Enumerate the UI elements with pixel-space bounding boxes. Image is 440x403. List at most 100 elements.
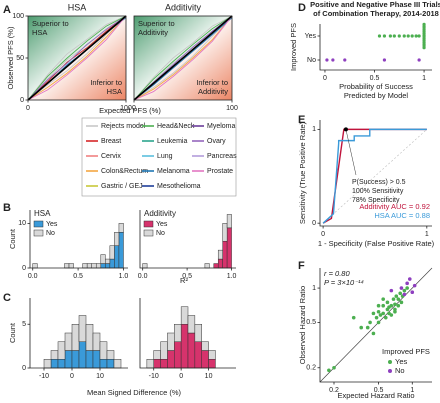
x-tick-label: 1.0 <box>119 273 129 280</box>
legend-label: HSA AUC = 0.88 <box>374 211 430 220</box>
bar <box>180 306 189 325</box>
legend-label: Cervix <box>101 153 121 160</box>
y-axis-label: Sensitivity (True Positive Rate) <box>298 121 307 224</box>
bar <box>187 332 196 369</box>
bar <box>78 315 87 342</box>
x-tick-label: 100 <box>226 105 238 112</box>
legend-swatch <box>143 220 154 228</box>
bar <box>167 332 175 351</box>
panel-letter: E <box>298 114 305 126</box>
point <box>371 331 376 336</box>
bar <box>32 263 38 269</box>
bar <box>146 359 154 369</box>
y-axis-label: Observed PFS (%) <box>6 26 15 89</box>
bar <box>78 341 87 369</box>
legend-label: Head&Neck <box>157 123 195 130</box>
bar <box>160 359 168 369</box>
legend-label: Additivity AUC = 0.92 <box>359 202 430 211</box>
point <box>383 315 388 320</box>
annotation: Inferior to <box>196 78 228 87</box>
bar <box>160 341 168 360</box>
x-tick-label: 0.2 <box>329 387 339 394</box>
annotation: Superior to <box>32 19 69 28</box>
point <box>402 292 407 297</box>
axes <box>139 210 236 269</box>
bar <box>201 341 209 351</box>
x-tick-label: 0 <box>321 231 325 238</box>
legend-label: Colon&Rectum <box>101 168 148 175</box>
bar <box>187 315 196 334</box>
legend-label: No <box>156 230 165 237</box>
pfs-curve <box>27 15 127 101</box>
pfs-curve <box>133 15 233 101</box>
y-tick-label: 10 <box>18 220 26 227</box>
bar <box>105 258 111 264</box>
y-tick-label: 0 <box>312 220 316 227</box>
point <box>376 309 381 314</box>
y-tick-label: No <box>307 57 316 64</box>
point <box>382 58 387 62</box>
bar <box>118 223 124 233</box>
x-tick-label: 0 <box>179 373 183 380</box>
legend-box <box>81 117 237 197</box>
bar <box>64 332 73 351</box>
point <box>388 34 392 38</box>
bar <box>194 341 202 369</box>
bar <box>153 359 161 369</box>
point <box>407 277 412 281</box>
legend-swatch <box>33 229 44 237</box>
legend-label: Ovary <box>207 138 226 145</box>
point <box>406 34 410 38</box>
bar <box>167 350 175 369</box>
annotation: r = 0.80 <box>324 269 350 278</box>
bar <box>64 350 73 369</box>
legend-label: Rejects model <box>101 123 146 130</box>
y-axis-label: Improved PFS <box>289 23 298 71</box>
bar <box>174 341 182 369</box>
chart-title: Additivity <box>165 2 202 12</box>
bar <box>99 341 108 360</box>
bar <box>71 324 80 351</box>
bar <box>92 332 101 351</box>
point <box>389 313 394 317</box>
point <box>394 294 399 298</box>
legend-label: Yes <box>395 357 407 366</box>
x-tick-label: 0.0 <box>28 273 38 280</box>
axes <box>139 298 236 369</box>
bar <box>226 227 232 269</box>
point <box>393 309 397 314</box>
x-axis-label: Probability of Success <box>339 82 413 91</box>
frame <box>133 15 233 101</box>
point <box>389 288 394 293</box>
point <box>343 58 347 62</box>
bar <box>50 350 59 360</box>
legend-title: Improved PFS <box>382 347 430 356</box>
point <box>381 297 385 301</box>
annotation: Inferior to <box>90 78 122 87</box>
legend-label: Gastric / GEJ <box>101 183 143 190</box>
bar <box>86 263 92 269</box>
point <box>365 325 370 330</box>
panel-letter: B <box>3 202 11 214</box>
x-tick-label: 0.5 <box>374 387 384 394</box>
point <box>414 34 418 38</box>
legend-label: No <box>395 366 405 375</box>
annotation: P(Success) > 0.5 <box>352 179 406 186</box>
legend-label: No <box>46 230 55 237</box>
pfs-curve <box>27 15 127 101</box>
point <box>368 320 372 325</box>
x-tick-label: 0.5 <box>182 273 192 280</box>
bar <box>82 263 88 269</box>
pfs-curve <box>133 15 233 101</box>
x-tick-label: -10 <box>149 373 159 380</box>
bar <box>180 324 189 369</box>
x-tick-label: 0 <box>132 105 136 112</box>
x-tick-label: 0 <box>26 105 30 112</box>
annotation: HSA <box>107 87 122 96</box>
point <box>393 302 397 307</box>
x-axis-label: Predicted by Model <box>344 91 409 100</box>
bar <box>153 350 161 360</box>
bar <box>92 350 101 369</box>
bar <box>208 359 216 369</box>
x-tick-label: 1.0 <box>227 273 237 280</box>
